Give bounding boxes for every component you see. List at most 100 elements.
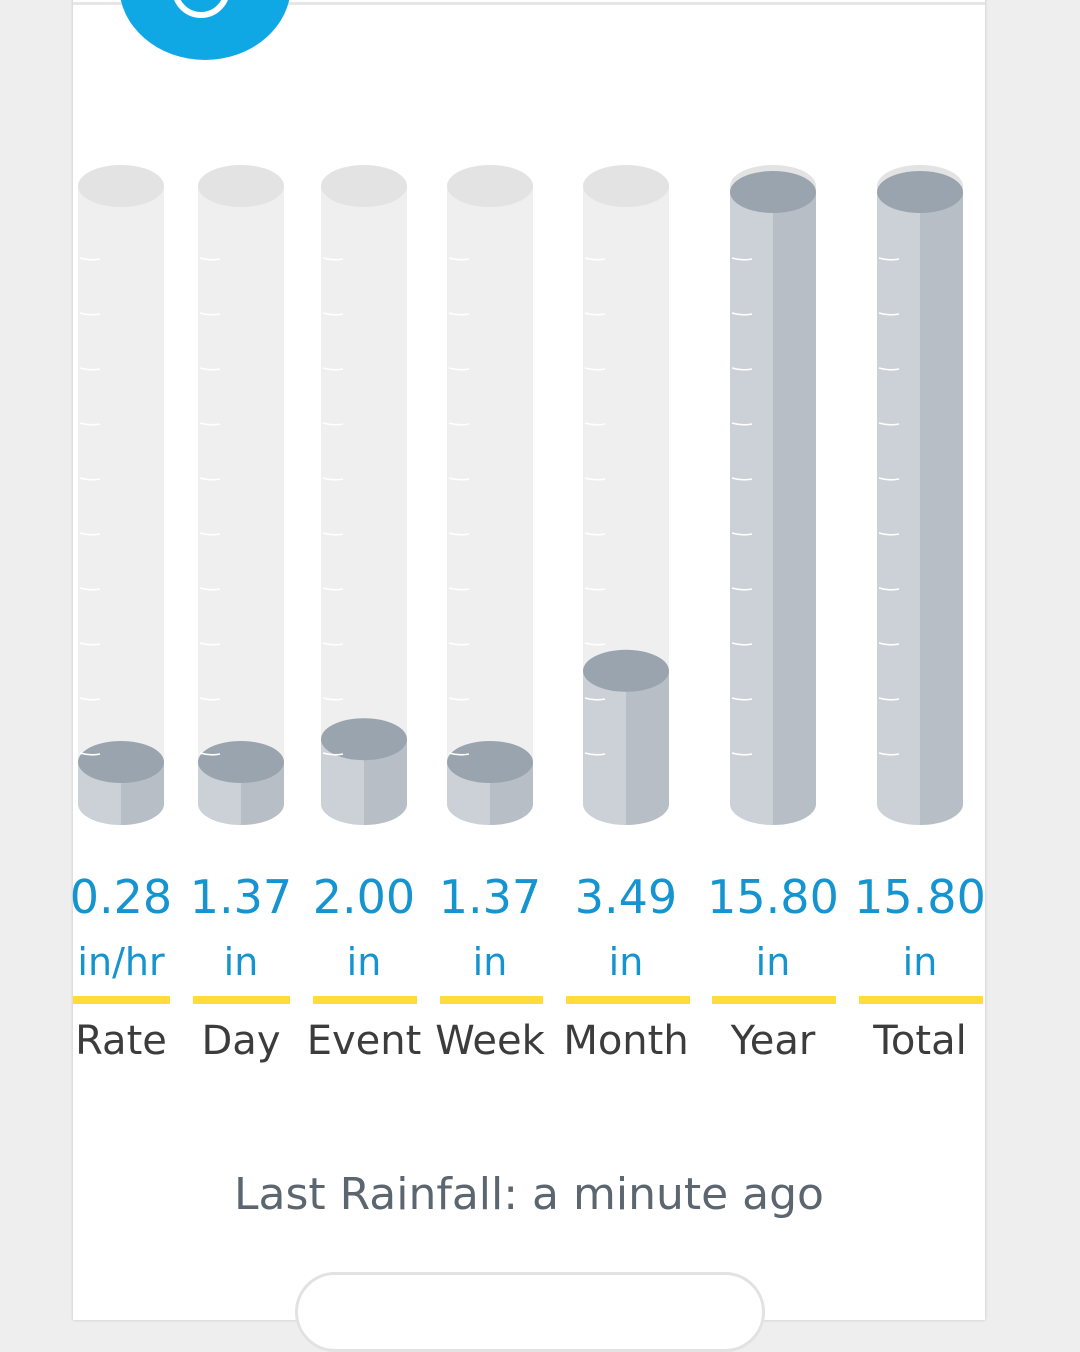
tube-body-event xyxy=(321,186,407,804)
liquid-surface-week xyxy=(447,741,533,783)
tick-mark xyxy=(731,257,753,261)
liquid-surface-event xyxy=(321,718,407,761)
tick-mark xyxy=(79,752,101,756)
metric-unit: in/hr xyxy=(77,940,165,984)
metric-value: 15.80 xyxy=(707,870,839,924)
tick-mark xyxy=(878,477,900,481)
tick-mark xyxy=(448,587,470,591)
tick-mark xyxy=(199,257,221,261)
rain-gauges xyxy=(78,165,963,825)
tick-mark xyxy=(731,752,753,756)
tube-top-rate xyxy=(78,165,164,207)
tick-mark xyxy=(322,422,344,426)
tick-mark xyxy=(878,532,900,536)
metric-unit: in xyxy=(608,940,644,984)
tick-mark xyxy=(448,532,470,536)
metric-underline xyxy=(566,996,690,1004)
tick-mark xyxy=(79,422,101,426)
tick-mark xyxy=(79,697,101,701)
tick-mark xyxy=(199,312,221,316)
tick-mark xyxy=(731,422,753,426)
tube-body-week xyxy=(447,186,533,804)
tick-mark xyxy=(199,642,221,646)
tick-mark xyxy=(731,697,753,701)
liquid-bottom-right-month xyxy=(626,804,669,825)
tube-body-day xyxy=(198,186,284,804)
metric-value: 3.49 xyxy=(574,870,678,924)
tick-mark xyxy=(731,367,753,371)
liquid-bottom-right-rate xyxy=(121,804,164,825)
liquid-right-month xyxy=(626,670,669,804)
tube-top-month xyxy=(583,165,669,207)
metric-unit: in xyxy=(223,940,259,984)
liquid-bottom-right-event xyxy=(364,804,407,825)
tick-mark xyxy=(584,257,606,261)
tick-mark xyxy=(448,477,470,481)
tick-mark xyxy=(199,697,221,701)
tick-mark xyxy=(199,532,221,536)
metric-underline xyxy=(440,996,543,1004)
tick-mark xyxy=(199,367,221,371)
tick-mark xyxy=(322,697,344,701)
metric-label: Rate xyxy=(75,1018,167,1064)
tick-mark xyxy=(199,752,221,756)
tick-mark xyxy=(878,367,900,371)
tube-top-week xyxy=(447,165,533,207)
metric-underline xyxy=(313,996,417,1004)
liquid-bottom-right-year xyxy=(773,804,816,825)
tick-mark xyxy=(448,312,470,316)
liquid-left-total xyxy=(877,192,920,804)
tick-mark xyxy=(584,752,606,756)
tick-mark xyxy=(322,367,344,371)
tick-mark xyxy=(878,312,900,316)
liquid-surface-year xyxy=(730,171,816,213)
tick-mark xyxy=(322,257,344,261)
metric-label: Day xyxy=(201,1018,281,1064)
liquid-left-month xyxy=(583,670,626,804)
liquid-bottom-left-year xyxy=(730,804,773,825)
tick-mark xyxy=(731,477,753,481)
tick-mark xyxy=(79,367,101,371)
tick-mark xyxy=(584,532,606,536)
liquid-bottom-left-month xyxy=(583,804,626,825)
metric-underline xyxy=(712,996,836,1004)
tick-mark xyxy=(731,532,753,536)
tick-mark xyxy=(584,587,606,591)
metric-value: 2.00 xyxy=(312,870,416,924)
liquid-bottom-left-event xyxy=(321,804,364,825)
liquid-left-year xyxy=(730,192,773,804)
metric-label: Year xyxy=(730,1018,816,1064)
liquid-bottom-right-total xyxy=(920,804,963,825)
tube-body-rate xyxy=(78,186,164,804)
metric-underline xyxy=(73,996,170,1004)
tick-mark xyxy=(878,257,900,261)
liquid-right-year xyxy=(773,192,816,804)
tick-mark xyxy=(448,642,470,646)
liquid-bottom-left-week xyxy=(447,804,490,825)
metric-value: 1.37 xyxy=(438,870,542,924)
tick-mark xyxy=(584,367,606,371)
tick-mark xyxy=(584,312,606,316)
tick-mark xyxy=(878,642,900,646)
liquid-right-total xyxy=(920,192,963,804)
last-rainfall-text: Last Rainfall: a minute ago xyxy=(234,1169,824,1220)
metric-value: 15.80 xyxy=(854,870,986,924)
tick-mark xyxy=(448,422,470,426)
tick-mark xyxy=(322,752,344,756)
liquid-surface-total xyxy=(877,171,963,213)
tick-mark xyxy=(731,587,753,591)
more-button[interactable] xyxy=(295,1272,765,1352)
tick-mark xyxy=(448,257,470,261)
metric-underline xyxy=(193,996,290,1004)
metric-label: Week xyxy=(435,1018,545,1064)
tick-mark xyxy=(584,422,606,426)
tick-mark xyxy=(322,312,344,316)
metric-unit: in xyxy=(902,940,938,984)
tick-mark xyxy=(878,422,900,426)
metric-value: 1.37 xyxy=(189,870,293,924)
tick-mark xyxy=(878,587,900,591)
tick-mark xyxy=(199,587,221,591)
tick-mark xyxy=(878,752,900,756)
tick-mark xyxy=(731,312,753,316)
tick-mark xyxy=(878,697,900,701)
